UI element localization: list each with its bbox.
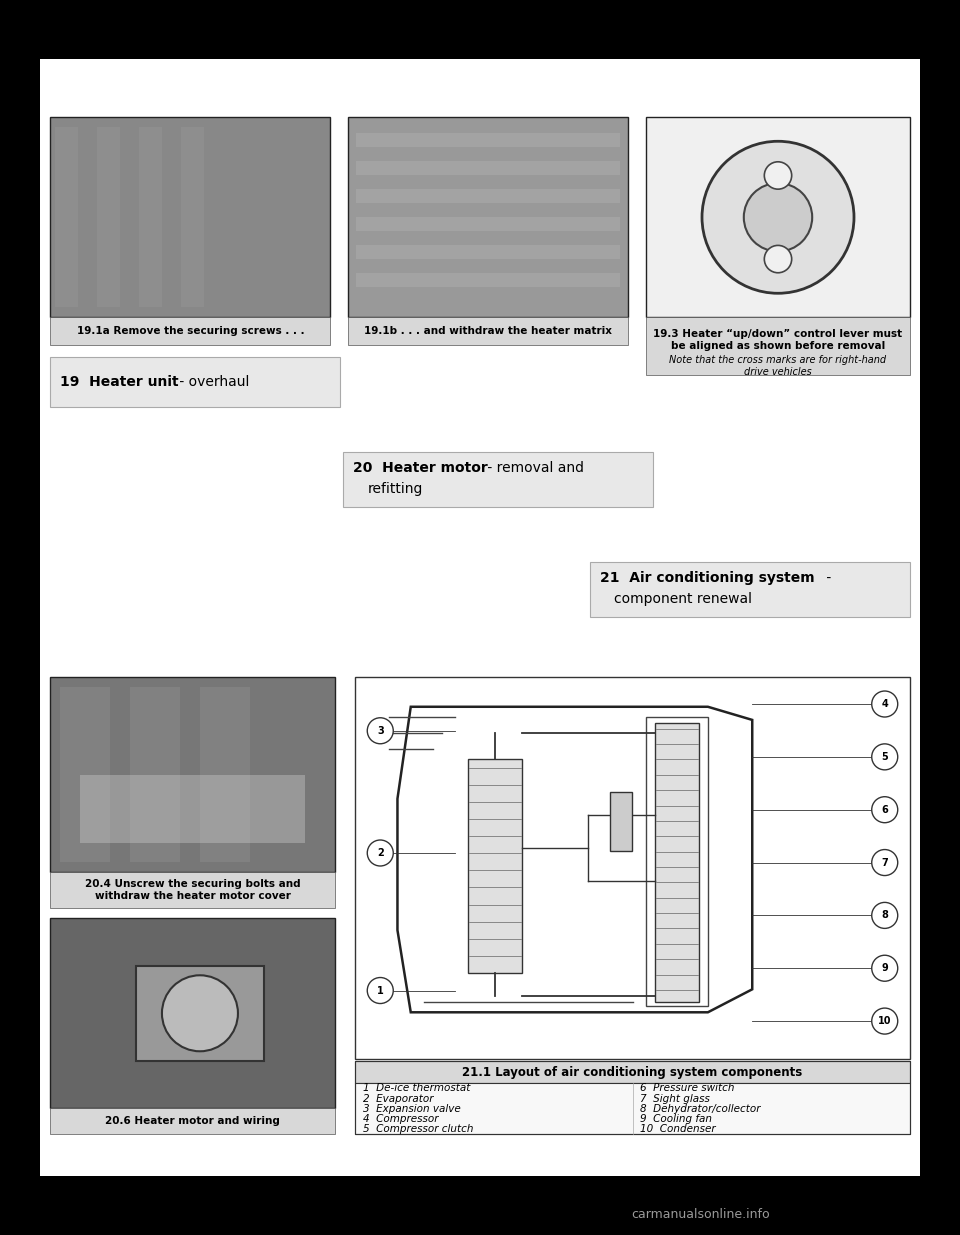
Bar <box>131 688 180 862</box>
Circle shape <box>744 183 812 252</box>
Bar <box>135 966 264 1061</box>
Text: - removal and: - removal and <box>483 462 585 475</box>
Bar <box>356 162 620 175</box>
Bar <box>468 760 521 973</box>
Text: 6  Pressure switch: 6 Pressure switch <box>640 1083 735 1093</box>
Bar <box>344 452 654 508</box>
Bar <box>355 1061 910 1083</box>
Circle shape <box>162 976 238 1051</box>
Text: Note that the cross marks are for right-hand
drive vehicles: Note that the cross marks are for right-… <box>669 356 887 377</box>
Text: 20  Heater motor: 20 Heater motor <box>353 462 488 475</box>
Text: component renewal: component renewal <box>613 593 752 606</box>
Text: 19.1a Remove the securing screws . . .: 19.1a Remove the securing screws . . . <box>77 326 304 336</box>
Text: - overhaul: - overhaul <box>176 375 250 389</box>
Bar <box>81 774 305 844</box>
Text: 21.1 Layout of air conditioning system components: 21.1 Layout of air conditioning system c… <box>463 1066 803 1079</box>
Text: refitting: refitting <box>368 483 422 496</box>
Text: 19  Heater unit: 19 Heater unit <box>60 375 179 389</box>
Text: 1: 1 <box>377 986 384 995</box>
Bar <box>646 317 910 375</box>
Bar <box>356 133 620 147</box>
Text: 3  Expansion valve: 3 Expansion valve <box>363 1104 461 1114</box>
Text: -: - <box>822 572 831 585</box>
Bar <box>646 117 910 317</box>
Text: 9  Cooling fan: 9 Cooling fan <box>640 1114 712 1124</box>
Text: 19.3 Heater “up/down” control lever must
be aligned as shown before removal: 19.3 Heater “up/down” control lever must… <box>654 330 902 351</box>
Text: 9: 9 <box>881 963 888 973</box>
Bar <box>589 562 910 618</box>
Bar <box>348 317 628 346</box>
Text: 6: 6 <box>881 805 888 815</box>
Bar <box>356 246 620 259</box>
Text: 21  Air conditioning system: 21 Air conditioning system <box>600 572 814 585</box>
Bar <box>50 919 335 1108</box>
Bar <box>50 677 335 872</box>
Bar <box>50 317 330 346</box>
Text: 19.1b . . . and withdraw the heater matrix: 19.1b . . . and withdraw the heater matr… <box>365 326 612 336</box>
Bar <box>611 792 633 851</box>
Circle shape <box>872 955 898 982</box>
Text: 4: 4 <box>881 699 888 709</box>
Bar <box>60 688 110 862</box>
Text: 7: 7 <box>881 857 888 867</box>
Text: 10  Condenser: 10 Condenser <box>640 1124 716 1134</box>
Bar <box>356 217 620 231</box>
Circle shape <box>368 978 394 1004</box>
Circle shape <box>872 692 898 718</box>
Text: 4  Compressor: 4 Compressor <box>363 1114 439 1124</box>
Circle shape <box>872 797 898 823</box>
Circle shape <box>872 903 898 929</box>
Bar <box>50 872 335 908</box>
Text: 7  Sight glass: 7 Sight glass <box>640 1093 710 1104</box>
Bar <box>348 117 628 317</box>
Bar <box>97 127 120 308</box>
Text: 5  Compressor clutch: 5 Compressor clutch <box>363 1124 474 1134</box>
Circle shape <box>764 162 792 189</box>
Circle shape <box>872 850 898 876</box>
Bar <box>355 1083 910 1134</box>
Text: 8: 8 <box>881 910 888 920</box>
Text: 20.6 Heater motor and wiring: 20.6 Heater motor and wiring <box>106 1116 280 1126</box>
Bar <box>56 127 78 308</box>
Circle shape <box>702 141 854 293</box>
Bar <box>50 1108 335 1134</box>
Text: carmanualsonline.info: carmanualsonline.info <box>632 1208 770 1220</box>
Circle shape <box>872 1008 898 1034</box>
Bar <box>356 189 620 204</box>
Bar <box>181 127 204 308</box>
Text: 1  De-ice thermostat: 1 De-ice thermostat <box>363 1083 470 1093</box>
Text: 2  Evaporator: 2 Evaporator <box>363 1093 434 1104</box>
Bar <box>356 273 620 288</box>
Bar <box>139 127 161 308</box>
Text: 2: 2 <box>377 848 384 858</box>
Circle shape <box>368 840 394 866</box>
Text: 5: 5 <box>881 752 888 762</box>
Circle shape <box>872 743 898 769</box>
Circle shape <box>764 246 792 273</box>
Text: 3: 3 <box>377 726 384 736</box>
Bar <box>201 688 251 862</box>
Text: 10: 10 <box>878 1016 892 1026</box>
Bar <box>655 724 699 1003</box>
Bar <box>50 357 340 408</box>
Bar <box>355 677 910 1060</box>
Text: 8  Dehydrator/collector: 8 Dehydrator/collector <box>640 1104 761 1114</box>
Bar <box>50 117 330 317</box>
Bar <box>355 1061 910 1134</box>
Text: 20.4 Unscrew the securing bolts and
withdraw the heater motor cover: 20.4 Unscrew the securing bolts and with… <box>85 879 300 902</box>
Circle shape <box>368 718 394 743</box>
